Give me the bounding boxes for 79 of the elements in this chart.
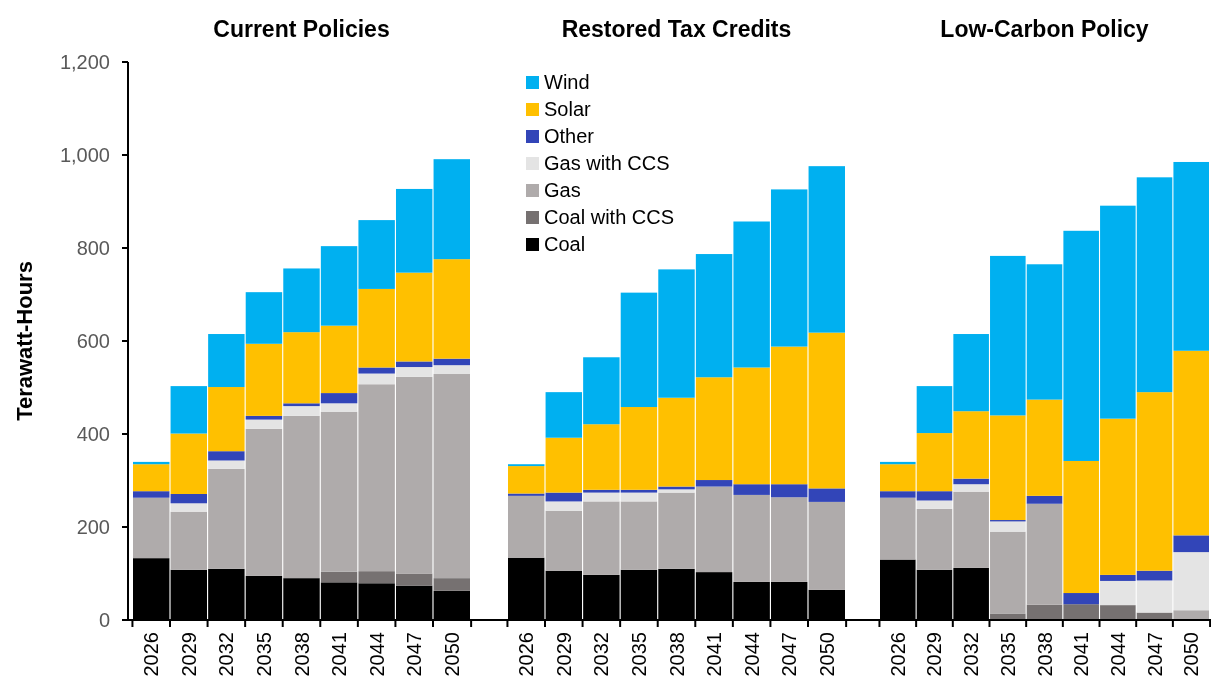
y-tick-label: 400: [76, 423, 110, 445]
legend-label: Solar: [544, 98, 592, 120]
x-tick-label: 2029: [923, 632, 946, 677]
chart-title: Restored Tax Credits: [561, 16, 792, 42]
bar: [508, 466, 545, 494]
y-tick-label: 0: [98, 609, 110, 631]
x-tick-label: 2041: [1070, 632, 1093, 677]
chart-title: Low-Carbon Policy: [940, 16, 1149, 42]
bar: [990, 521, 1026, 532]
x-tick-label: 2032: [960, 632, 983, 677]
x-tick-label: 2035: [252, 632, 275, 677]
bar: [245, 415, 283, 420]
bar: [953, 484, 989, 492]
bar: [808, 332, 845, 489]
bar: [208, 451, 245, 461]
x-tick-label: 2026: [886, 632, 909, 677]
x-tick-label: 2038: [665, 632, 688, 677]
legend-label: Other: [544, 125, 595, 147]
y-tick-label: 800: [76, 237, 110, 259]
bar: [133, 497, 170, 559]
x-tick-label: 2026: [515, 632, 538, 677]
y-axis-title: Terawatt-Hours: [12, 261, 37, 421]
bar: [395, 361, 433, 368]
bar: [208, 460, 245, 469]
x-tick-label: 2026: [140, 632, 163, 677]
x-tick-label: 2038: [290, 632, 313, 677]
bar: [916, 500, 953, 509]
bar: [170, 503, 208, 512]
x-tick-label: 2035: [627, 632, 650, 677]
x-tick-label: 2038: [1033, 632, 1056, 677]
bar: [283, 403, 320, 407]
bar: [1026, 495, 1063, 504]
bar: [1173, 610, 1209, 620]
x-tick-label: 2050: [440, 632, 463, 677]
bar: [133, 464, 170, 492]
bar: [808, 166, 845, 333]
legend-label: Gas with CCS: [544, 152, 670, 174]
bar: [320, 393, 358, 404]
bar: [808, 501, 845, 590]
bar: [433, 358, 470, 366]
x-tick-label: 2044: [1106, 632, 1129, 677]
bar: [133, 491, 170, 498]
bar: [433, 259, 470, 359]
legend-label: Wind: [544, 71, 590, 93]
chart-title: Current Policies: [213, 16, 390, 42]
x-tick-label: 2047: [1143, 632, 1166, 677]
y-tick-label: 1,000: [59, 144, 110, 166]
x-tick-label: 2041: [328, 632, 351, 677]
x-tick-label: 2044: [365, 632, 388, 677]
x-tick-label: 2035: [996, 632, 1019, 677]
bar: [245, 419, 283, 429]
x-tick-label: 2050: [815, 632, 838, 677]
x-tick-label: 2050: [1180, 632, 1203, 677]
legend-label: Coal: [544, 233, 586, 255]
y-tick-label: 200: [76, 516, 110, 538]
x-tick-label: 2029: [177, 632, 200, 677]
x-tick-label: 2029: [552, 632, 575, 677]
x-tick-label: 2047: [403, 632, 426, 677]
x-tick-label: 2044: [740, 632, 763, 677]
bar: [808, 488, 845, 502]
bar: [545, 501, 583, 511]
y-tick-label: 1,200: [59, 51, 110, 73]
x-tick-label: 2032: [590, 632, 613, 677]
x-tick-label: 2041: [703, 632, 726, 677]
bar: [433, 578, 470, 591]
x-tick-label: 2047: [778, 632, 801, 677]
bar: [433, 374, 470, 579]
bar: [1173, 535, 1209, 553]
bar: [170, 493, 208, 504]
bar: [508, 495, 545, 558]
bar: [1063, 593, 1099, 605]
bar: [953, 478, 989, 485]
bar: [433, 365, 470, 375]
y-tick-label: 600: [76, 330, 110, 352]
x-tick-label: 2032: [215, 632, 238, 677]
bar: [358, 367, 395, 374]
legend-label: Gas: [544, 179, 581, 201]
legend-label: Coal with CCS: [544, 206, 675, 228]
bar: [433, 159, 470, 260]
